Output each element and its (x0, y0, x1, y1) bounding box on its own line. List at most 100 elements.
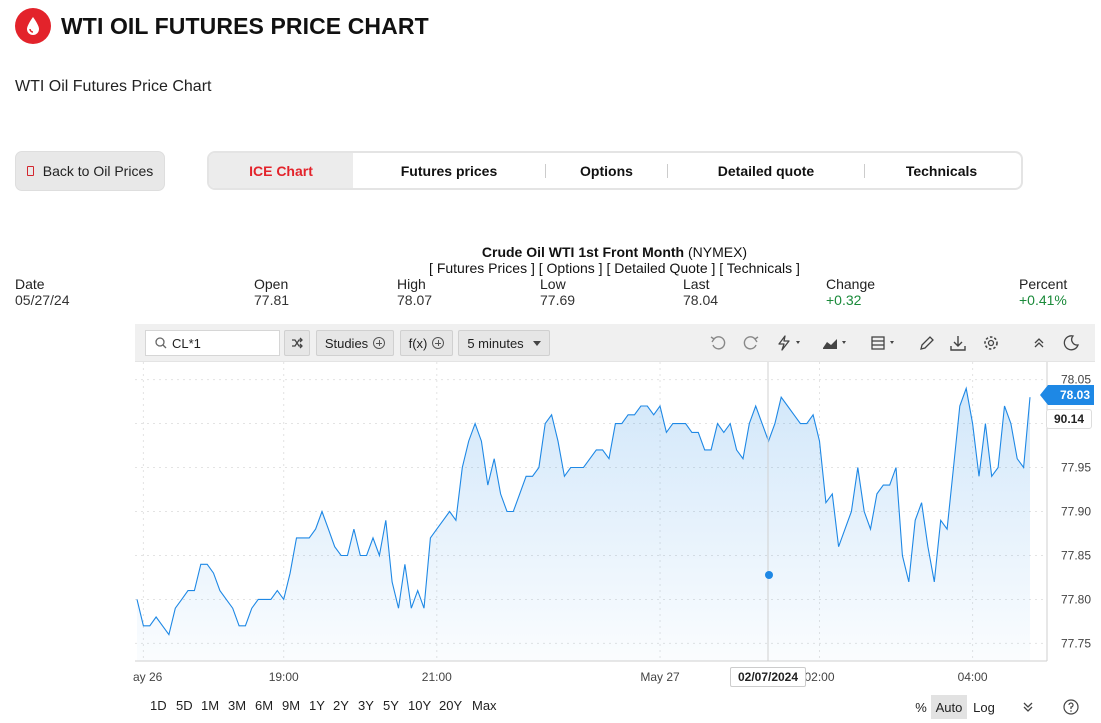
back-to-oil-prices-button[interactable]: Back to Oil Prices (15, 151, 165, 191)
instrument-exchange: (NYMEX) (687, 244, 748, 260)
range-20y-button[interactable]: 20Y (439, 698, 463, 713)
page-title: WTI OIL FUTURES PRICE CHART (61, 12, 429, 39)
symbol-search (145, 330, 280, 356)
x-tick-label: 21:00 (422, 670, 452, 684)
settings-icon[interactable] (980, 333, 1002, 353)
quote-open: Open 77.81 (254, 276, 289, 308)
tab-divider (667, 163, 668, 178)
chart-tabs: ICE Chart Futures prices Options Detaile… (207, 151, 1023, 190)
tab-divider (545, 163, 546, 178)
quote-value: +0.32 (826, 292, 862, 308)
search-icon (155, 337, 167, 349)
add-icon (373, 337, 386, 349)
range-1y-button[interactable]: 1Y (309, 698, 325, 713)
instrument-links[interactable]: [ Futures Prices ] [ Options ] [ Detaile… (429, 260, 800, 276)
page-header: WTI OIL FUTURES PRICE CHART (15, 7, 429, 45)
compare-button[interactable] (284, 330, 310, 356)
tab-label: Options (580, 162, 633, 179)
add-icon (432, 337, 445, 349)
price-line (136, 386, 1031, 636)
help-icon[interactable] (1060, 695, 1082, 719)
quote-value: 78.07 (397, 292, 433, 308)
fx-label: f(x) (408, 335, 428, 351)
range-1m-button[interactable]: 1M (201, 698, 220, 713)
quote-value: +0.41% (1019, 292, 1067, 308)
download-icon[interactable] (947, 333, 969, 353)
log-scale-button[interactable]: Log (973, 699, 995, 715)
range-1d-button[interactable]: 1D (150, 698, 167, 713)
lightning-icon[interactable] (775, 333, 807, 353)
range-3m-button[interactable]: 3M (228, 698, 247, 713)
auto-scale-button[interactable]: Auto (931, 695, 967, 719)
tab-label: ICE Chart (249, 162, 313, 179)
symbol-input[interactable] (172, 335, 272, 351)
x-tick-label: May 27 (640, 670, 680, 684)
crosshair-value-tag: 90.14 (1046, 409, 1092, 429)
range-5d-button[interactable]: 5D (176, 698, 193, 713)
quote-high: High 78.07 (397, 276, 432, 308)
range-bar: 1D 5D 1M 3M 6M 9M 1Y 2Y 3Y 5Y 10Y 20Y Ma… (135, 690, 1095, 723)
chart-toolbar: Studies f(x) 5 minutes (135, 324, 1095, 362)
y-tick-label: 77.85 (1061, 548, 1091, 562)
quote-label: High (397, 276, 426, 292)
tab-label: Detailed quote (717, 162, 815, 179)
tab-divider (864, 163, 865, 178)
quote-label: Date (15, 276, 45, 292)
collapse-down-icon[interactable] (1017, 695, 1039, 719)
tab-ice-chart[interactable]: ICE Chart (209, 153, 353, 188)
quote-value: 77.81 (254, 292, 290, 308)
tab-futures-prices[interactable]: Futures prices (353, 153, 545, 188)
quote-low: Low 77.69 (540, 276, 575, 308)
range-max-button[interactable]: Max (472, 698, 497, 713)
quote-label: Open (254, 276, 289, 292)
interval-select[interactable]: 5 minutes (458, 330, 550, 356)
x-tick-label: 02:00 (804, 670, 834, 684)
shuffle-icon (292, 337, 303, 349)
x-tick-label: ay 26 (133, 670, 163, 684)
range-5y-button[interactable]: 5Y (383, 698, 399, 713)
undo-icon[interactable] (707, 333, 729, 353)
redo-icon[interactable] (740, 333, 762, 353)
quote-label: Low (540, 276, 566, 292)
back-button-label: Back to Oil Prices (42, 163, 154, 179)
tab-technicals[interactable]: Technicals (865, 153, 1018, 188)
back-icon (26, 166, 34, 176)
instrument-title: Crude Oil WTI 1st Front Month (NYMEX) (0, 244, 1101, 260)
quote-date: Date 05/27/24 (15, 276, 70, 308)
range-2y-button[interactable]: 2Y (333, 698, 349, 713)
y-tick-label: 78.05 (1061, 373, 1091, 387)
quote-value: 77.69 (540, 292, 576, 308)
tab-detailed-quote[interactable]: Detailed quote (668, 153, 864, 188)
template-icon[interactable] (869, 333, 901, 353)
x-tick-label: 04:00 (958, 670, 988, 684)
pencil-icon[interactable] (916, 333, 938, 353)
oil-drop-icon (15, 8, 51, 44)
y-tick-label: 77.75 (1061, 636, 1091, 650)
range-3y-button[interactable]: 3Y (358, 698, 374, 713)
studies-label: Studies (324, 335, 369, 351)
crosshair-date-tag: 02/07/2024 (730, 667, 806, 687)
quote-value: 78.04 (683, 292, 719, 308)
last-price-tag: 78.03 (1040, 385, 1094, 405)
quote-label: Change (826, 276, 876, 292)
chart-type-icon[interactable] (821, 333, 853, 353)
y-tick-label: 77.80 (1061, 592, 1091, 606)
page-subtitle: WTI Oil Futures Price Chart (15, 78, 212, 95)
fx-button[interactable]: f(x) (400, 330, 453, 356)
crosshair-dot (765, 571, 773, 579)
tab-label: Futures prices (400, 162, 498, 179)
percent-scale-button[interactable]: % (915, 699, 927, 715)
quote-label: Percent (1019, 276, 1068, 292)
dark-mode-icon[interactable] (1060, 333, 1082, 353)
quote-percent: Percent +0.41% (1019, 276, 1067, 308)
range-10y-button[interactable]: 10Y (408, 698, 432, 713)
interval-label: 5 minutes (467, 335, 524, 351)
tab-label: Technicals (905, 162, 978, 179)
range-9m-button[interactable]: 9M (282, 698, 301, 713)
studies-button[interactable]: Studies (316, 330, 394, 356)
collapse-icon[interactable] (1028, 333, 1050, 353)
tab-options[interactable]: Options (546, 153, 667, 188)
range-6m-button[interactable]: 6M (255, 698, 274, 713)
